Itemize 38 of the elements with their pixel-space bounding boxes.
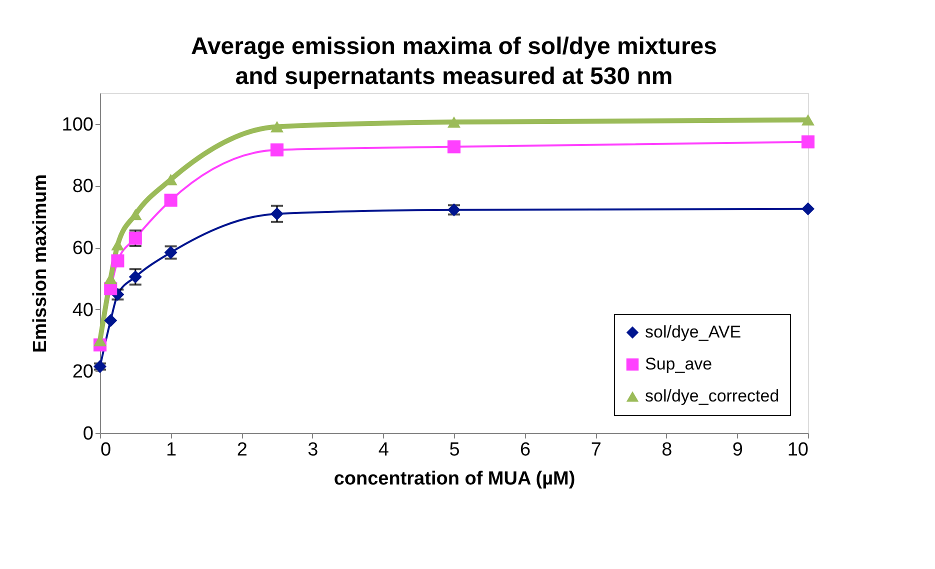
x-tick-label: 3 (308, 440, 318, 460)
x-tick-label: 5 (449, 440, 460, 460)
point (270, 207, 284, 220)
x-tick-label: 6 (520, 440, 531, 460)
chart-title: Average emission maxima of sol/dye mixtures and supernatants measured at 530 nm (191, 33, 717, 90)
x-tick-label: 10 (787, 440, 808, 460)
x-tick-label: 4 (378, 440, 390, 460)
point (128, 270, 142, 284)
point (111, 239, 124, 250)
y-tick-label: 60 (72, 238, 94, 260)
point (801, 135, 815, 148)
point (111, 254, 124, 268)
point (801, 202, 815, 216)
point (270, 121, 284, 132)
legend-label: sol/dye_corrected (645, 386, 780, 406)
point (447, 116, 461, 128)
point (128, 208, 142, 220)
point (164, 194, 178, 207)
x-tick-label: 9 (732, 440, 743, 460)
x-axis-title: concentration of MUA (µM) (334, 468, 576, 490)
legend-label: Sup_ave (645, 354, 712, 374)
legend-label: sol/dye_AVE (645, 322, 742, 342)
x-tick-label: 8 (662, 440, 672, 460)
point (93, 360, 107, 374)
point (270, 143, 284, 156)
point (801, 114, 815, 126)
x-tick-label: 0 (100, 440, 112, 460)
y-tick-label: 40 (72, 300, 94, 321)
y-tick-label: 0 (82, 424, 94, 444)
y-tick-label: 20 (72, 362, 94, 383)
point (447, 140, 461, 154)
x-tick-label: 1 (166, 440, 177, 460)
y-tick-label: 80 (72, 176, 94, 198)
point (104, 314, 118, 328)
y-axis-title: Emission maximum (30, 174, 51, 353)
y-tick-label: 100 (62, 114, 94, 136)
x-tick-label: 7 (590, 440, 602, 460)
x-tick-label: 2 (236, 440, 248, 460)
